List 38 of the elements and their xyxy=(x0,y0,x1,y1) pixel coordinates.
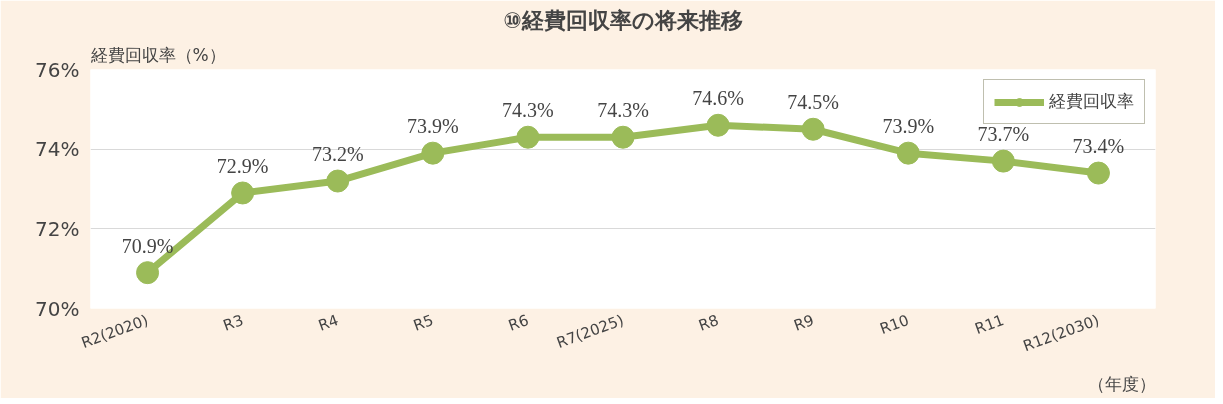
chart-title: ⑩経費回収率の将来推移 xyxy=(503,7,743,33)
data-label: 70.9% xyxy=(121,234,174,257)
data-label: 73.9% xyxy=(406,115,459,138)
y-tick-label: 74% xyxy=(35,137,80,162)
point xyxy=(611,125,635,149)
data-label: 73.4% xyxy=(1072,135,1125,158)
data-label: 74.6% xyxy=(692,87,744,110)
point xyxy=(801,117,825,141)
data-label: 73.7% xyxy=(977,123,1030,146)
point xyxy=(1086,161,1110,185)
data-label: 74.5% xyxy=(787,91,840,114)
x-axis-title: （年度） xyxy=(1087,373,1156,394)
x-tick-label: R3 xyxy=(220,311,246,335)
data-label: 73.9% xyxy=(882,115,935,138)
data-label: 72.9% xyxy=(216,154,269,177)
point xyxy=(421,141,445,165)
x-tick-label: R4 xyxy=(315,311,341,335)
x-tick-label: R10 xyxy=(877,311,912,339)
y-tick-label: 76% xyxy=(35,57,80,82)
point xyxy=(896,141,920,165)
y-tick-label: 70% xyxy=(35,296,80,321)
x-tick-label: R11 xyxy=(972,311,1007,339)
data-label: 74.3% xyxy=(502,99,554,122)
data-label: 73.2% xyxy=(311,143,364,166)
data-label: 74.3% xyxy=(597,99,649,122)
legend-label: 経費回収率 xyxy=(1049,90,1134,113)
x-tick-label: R6 xyxy=(506,311,531,335)
point xyxy=(136,261,160,285)
y-axis-title: 経費回収率（%） xyxy=(89,44,226,65)
point xyxy=(706,113,730,137)
point xyxy=(991,149,1015,173)
point xyxy=(516,125,540,149)
y-tick-label: 72% xyxy=(35,216,80,241)
point xyxy=(231,181,255,205)
x-tick-label: R9 xyxy=(791,311,817,335)
x-tick-label: R5 xyxy=(410,311,436,335)
point xyxy=(326,169,350,193)
x-tick-label: R8 xyxy=(696,311,722,335)
